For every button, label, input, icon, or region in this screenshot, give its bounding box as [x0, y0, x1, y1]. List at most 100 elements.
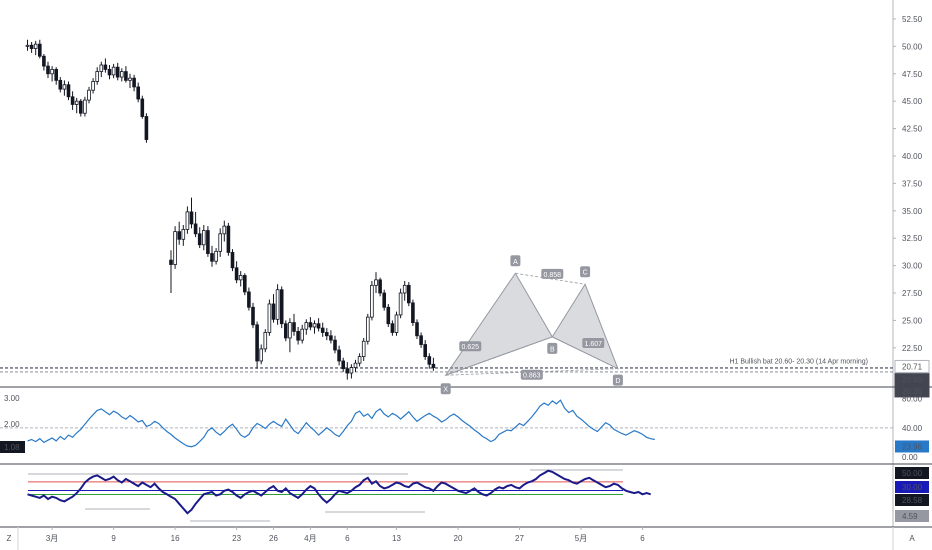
- candle: [242, 273, 247, 296]
- price-tick-label: 40.00: [902, 152, 923, 161]
- candle: [251, 302, 255, 329]
- candle: [370, 280, 374, 321]
- price-label-text: 20.71: [902, 362, 923, 371]
- indicator2-badge: [895, 494, 929, 506]
- candle: [320, 322, 325, 337]
- pattern-ratio-line: [445, 336, 553, 376]
- candle: [406, 282, 411, 307]
- time-tick-label: 20: [454, 534, 463, 543]
- candle: [79, 98, 83, 117]
- candle: [275, 284, 280, 325]
- candle: [107, 65, 112, 80]
- pattern-point-a: [510, 255, 521, 267]
- candle: [382, 289, 386, 311]
- candle: [271, 294, 276, 323]
- candle: [423, 340, 427, 360]
- price-label-text: 20.60: [902, 376, 923, 385]
- candle: [288, 318, 292, 353]
- pattern-ratio-badge: [541, 268, 564, 279]
- price-tick-label: 25.00: [902, 316, 923, 325]
- candle: [333, 335, 337, 354]
- candle: [361, 337, 366, 361]
- candle: [201, 225, 206, 251]
- pattern-ratio-label: 1.607: [585, 341, 603, 348]
- candle: [353, 359, 358, 372]
- candle: [70, 91, 75, 110]
- candle: [238, 271, 243, 287]
- candle: [193, 211, 198, 238]
- pattern-point-x: [440, 383, 451, 395]
- candle: [136, 82, 141, 103]
- candle: [283, 320, 288, 342]
- indicator1-right-tick: 0.00: [902, 453, 918, 462]
- candle: [226, 222, 231, 256]
- time-tick-label: 9: [111, 534, 116, 543]
- candle: [173, 226, 177, 269]
- candle: [398, 288, 403, 319]
- price-tick-label: 50.00: [902, 42, 923, 51]
- candle: [214, 248, 218, 265]
- candle: [115, 62, 120, 81]
- candle: [419, 332, 423, 348]
- price-tick-label: 37.50: [902, 179, 923, 188]
- price-tick-label: 52.50: [902, 15, 923, 24]
- indicator1-right-badge-text: 23.96: [902, 442, 923, 451]
- candle: [128, 73, 132, 89]
- price-label-text: 20.30: [902, 387, 923, 396]
- time-tick-label: 6: [345, 534, 350, 543]
- price-tick-label: 27.50: [902, 289, 923, 298]
- candle: [87, 86, 91, 104]
- time-tick-label: 27: [515, 534, 524, 543]
- indicator1-left-badge-text: 1.08: [4, 443, 20, 452]
- candle: [386, 303, 391, 327]
- pattern-ratio-label: 0.863: [523, 373, 541, 380]
- indicator2-low-badge: [895, 510, 929, 522]
- pattern-point-label: C: [583, 270, 588, 277]
- candle: [144, 113, 149, 143]
- pattern-point-label: X: [443, 387, 448, 394]
- price-tick-label: 32.50: [902, 234, 923, 243]
- candle: [259, 344, 263, 365]
- candle: [427, 353, 432, 369]
- candle: [29, 41, 34, 53]
- price-tick-label: 47.50: [902, 70, 923, 79]
- price-label-20-30: [894, 384, 930, 398]
- candle: [329, 330, 333, 344]
- candle: [103, 58, 108, 73]
- indicator2-badge-text: 28.58: [902, 496, 923, 505]
- candle: [62, 80, 67, 96]
- candle: [50, 66, 54, 82]
- candle: [279, 286, 284, 329]
- corner-right-label: A: [909, 534, 915, 543]
- indicator2-badge: [895, 467, 929, 479]
- candle: [365, 313, 370, 345]
- pattern-ratio-label: 0.858: [544, 272, 562, 279]
- candle: [357, 353, 362, 367]
- time-tick-label: 3月: [46, 534, 58, 543]
- candle: [83, 96, 87, 117]
- time-tick-label: 6: [640, 534, 645, 543]
- time-tick-label: 23: [232, 534, 241, 543]
- candle: [263, 329, 268, 353]
- candle: [206, 226, 210, 257]
- candle: [316, 318, 321, 332]
- pattern-triangle-xab: [444, 272, 554, 377]
- candle: [124, 66, 128, 83]
- candle: [111, 63, 116, 79]
- indicator2-low-text: 4.59: [902, 512, 918, 521]
- pattern-point-b: [547, 342, 558, 354]
- candle: [197, 227, 202, 249]
- candle: [255, 321, 259, 369]
- candle: [374, 272, 378, 294]
- candle: [267, 299, 272, 336]
- candle: [120, 68, 124, 82]
- pattern-point-label: A: [513, 259, 518, 266]
- indicator2-badge: [895, 481, 929, 493]
- candle: [402, 280, 407, 301]
- candle: [99, 61, 104, 78]
- candle: [66, 81, 71, 101]
- candle: [181, 225, 186, 246]
- candle: [230, 249, 235, 272]
- indicator1-left-badge: [0, 441, 25, 453]
